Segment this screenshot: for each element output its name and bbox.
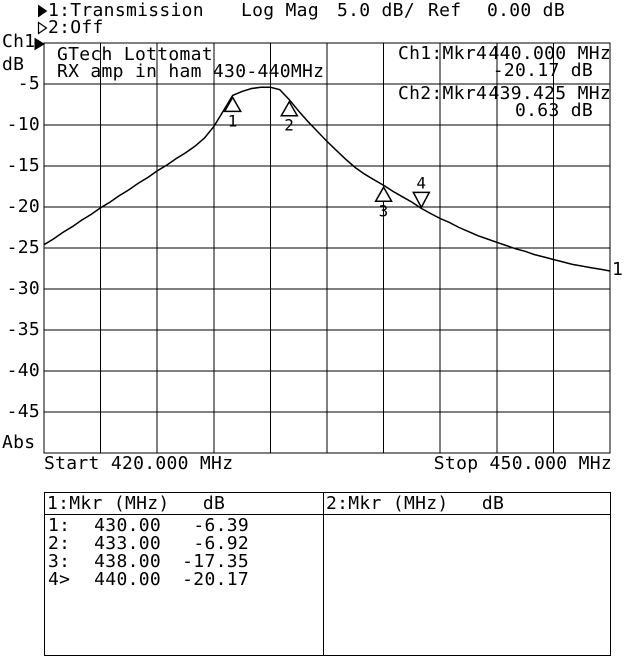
marker-freq: 440.00 [94, 569, 161, 590]
y-tick-label: -45 [6, 401, 40, 422]
inactive-trace-indicator-icon [37, 21, 48, 35]
active-channel-indicator-icon [34, 37, 45, 51]
marker-id: 1: [48, 515, 71, 536]
marker-db: -6.39 [193, 515, 249, 536]
channel-label: Ch1 [2, 31, 36, 52]
trace-end-number-label: 1 [612, 259, 624, 280]
graticule [43, 42, 611, 454]
y-axis-unit-label: dB [2, 54, 25, 75]
marker-triangle-icon [374, 185, 393, 203]
marker-id: 2: [48, 533, 71, 554]
y-tick-label: -20 [6, 196, 40, 217]
marker-table-row: 2: 433.00 -6.92 [45, 533, 323, 554]
marker-triangle-icon [223, 95, 242, 113]
marker-id: 4> [48, 569, 71, 590]
y-tick-label: -25 [6, 237, 40, 258]
trace1-status: 1:Transmission [48, 0, 204, 21]
marker-db: -17.35 [182, 551, 249, 572]
ch1-marker-readout-label: Ch1:Mkr4 [398, 43, 488, 64]
start-frequency-label: Start 420.000 MHz [44, 453, 234, 474]
marker-freq: 430.00 [94, 515, 161, 536]
ch1-marker-frequency: 440.000 MHz [488, 43, 611, 64]
ch2-marker-frequency: 439.425 MHz [488, 83, 611, 104]
ch1-marker-table-header-text: 1:Mkr (MHz) dB [47, 493, 226, 514]
user-title-line1: GTech Lottomat [57, 44, 213, 65]
stop-frequency-label: Stop 450.000 MHz [433, 453, 612, 474]
ch2-marker-table-header: 2:Mkr (MHz) dB [324, 493, 610, 515]
y-tick-label: -35 [6, 319, 40, 340]
marker-freq: 433.00 [94, 533, 161, 554]
ch2-marker-table: 2:Mkr (MHz) dB [323, 492, 611, 656]
marker-table-row: 1: 430.00 -6.39 [45, 515, 323, 536]
ch1-marker-value: -20.17 dB [492, 60, 593, 81]
y-tick-label: -40 [6, 360, 40, 381]
active-trace-indicator-icon [38, 4, 48, 18]
y-axis-mode-label: Abs [2, 432, 36, 453]
marker-db: -20.17 [182, 569, 249, 590]
marker-table-row: 4> 440.00 -20.17 [45, 569, 323, 590]
ref-label: Ref [428, 0, 462, 21]
user-title-line2: RX amp in ham 430-440MHz [57, 61, 325, 82]
y-tick-label: -10 [6, 114, 40, 135]
ch2-marker-readout-label: Ch2:Mkr4 [398, 83, 488, 104]
marker-db: -6.92 [193, 533, 249, 554]
marker-number-label: 2 [284, 116, 294, 135]
marker-triangle-icon [279, 100, 299, 117]
y-tick-label: -30 [6, 278, 40, 299]
ch2-marker-table-header-text: 2:Mkr (MHz) dB [326, 493, 505, 514]
marker-freq: 438.00 [94, 551, 161, 572]
marker-table-row: 3: 438.00 -17.35 [45, 551, 323, 572]
marker-triangle-icon [412, 191, 431, 209]
trace-line [43, 86, 611, 272]
marker-number-label: 1 [228, 111, 238, 130]
y-tick-label: -15 [6, 155, 40, 176]
ch1-marker-table-header: 1:Mkr (MHz) dB [45, 493, 323, 515]
y-tick-label: -5 [17, 73, 40, 94]
ch1-marker-table: 1:Mkr (MHz) dB 1: 430.00 -6.39 2: 433.00… [44, 492, 324, 656]
trace2-status: 2:Off [48, 17, 104, 38]
format-label: Log Mag [241, 0, 319, 21]
marker-number-label: 4 [416, 173, 426, 192]
scale-value: 5.0 dB/ [337, 0, 415, 21]
ch2-marker-value: 0.63 dB [515, 100, 593, 121]
marker-number-label: 3 [379, 201, 389, 220]
ref-value: 0.00 dB [487, 0, 565, 21]
marker-id: 3: [48, 551, 71, 572]
